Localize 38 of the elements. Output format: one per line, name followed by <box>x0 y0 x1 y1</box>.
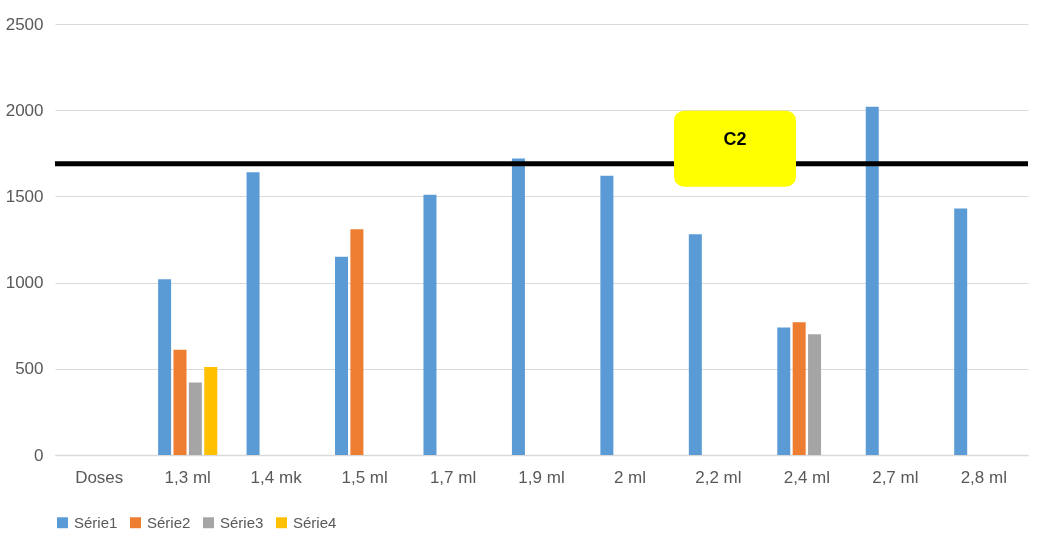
bar <box>158 279 172 455</box>
x-tick-label: Doses <box>75 467 124 487</box>
y-tick-label: 1000 <box>5 273 44 293</box>
bar <box>777 327 791 455</box>
y-tick-label: 1500 <box>5 186 44 206</box>
bar <box>350 229 364 455</box>
x-tick-label: 2,2 ml <box>695 467 742 487</box>
bar <box>423 194 437 455</box>
bar <box>173 349 187 455</box>
bar <box>335 256 349 455</box>
y-tick-label: 500 <box>15 359 44 379</box>
bar <box>954 208 968 455</box>
bar <box>204 367 218 455</box>
bar <box>188 382 202 455</box>
bar <box>865 106 879 455</box>
x-tick-label: 1,3 ml <box>164 467 211 487</box>
bar <box>600 175 614 455</box>
bar <box>688 234 702 455</box>
y-tick-label: 2000 <box>5 100 44 120</box>
x-tick-label: 1,7 ml <box>429 467 477 487</box>
x-tick-label: 2 ml <box>613 467 647 487</box>
bar <box>511 158 525 455</box>
bar <box>792 322 806 455</box>
y-tick-label: 2500 <box>5 14 44 34</box>
x-tick-label: 1,5 ml <box>341 467 388 487</box>
legend-label: Série1 <box>74 513 118 531</box>
ref-line-label: C2 <box>723 128 747 149</box>
x-tick-label: 2,7 ml <box>872 467 919 487</box>
legend-label: Série2 <box>147 513 191 531</box>
bar <box>246 172 260 455</box>
legend-label: Série3 <box>220 513 264 531</box>
legend-label: Série4 <box>293 513 337 531</box>
x-tick-label: 1,4 mk <box>250 467 303 487</box>
bar <box>808 334 822 455</box>
x-tick-label: 2,8 ml <box>960 467 1007 487</box>
y-tick-label: 0 <box>34 445 44 465</box>
x-tick-label: 2,4 ml <box>783 467 831 487</box>
x-tick-label: 1,9 ml <box>518 467 565 487</box>
